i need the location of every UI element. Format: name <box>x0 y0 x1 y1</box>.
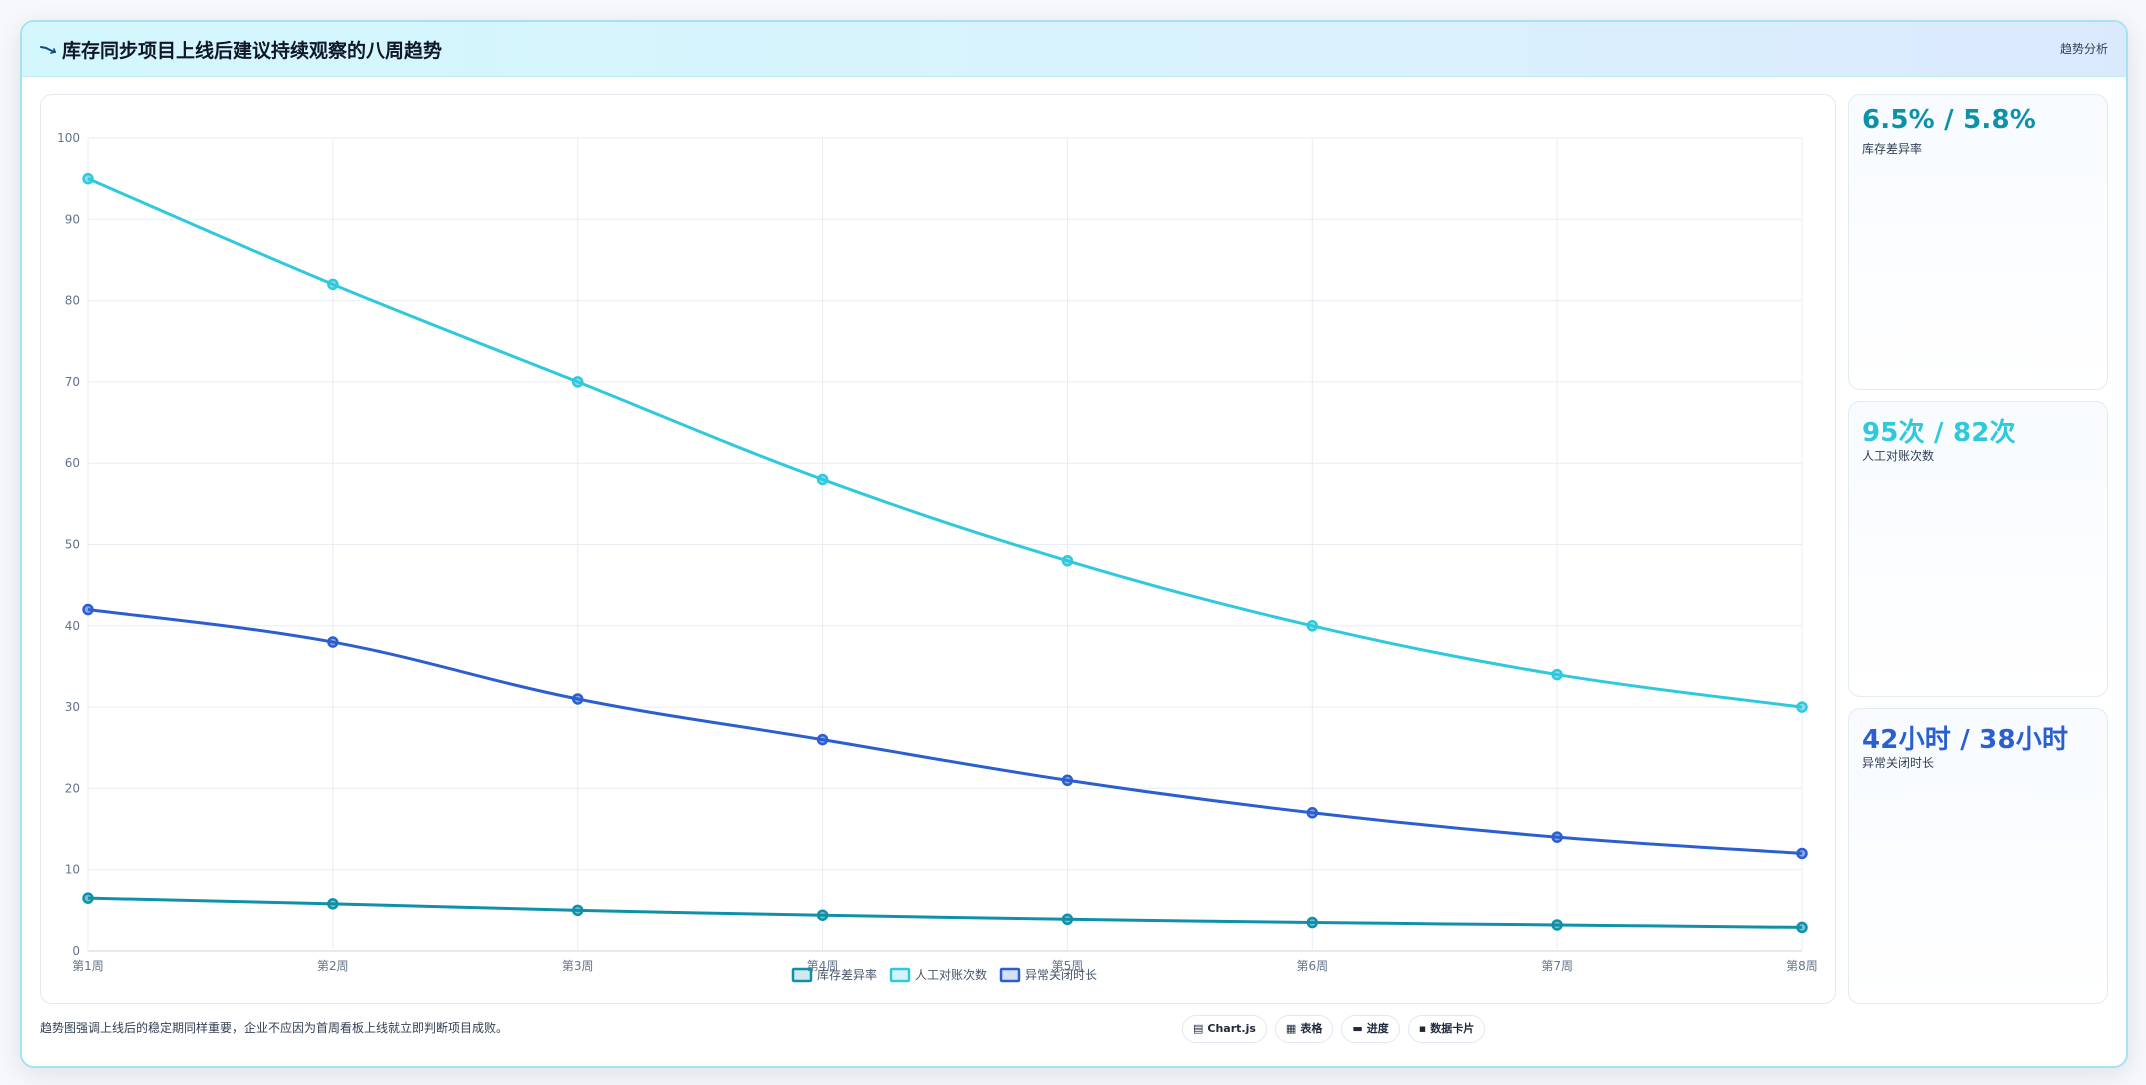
data-point[interactable] <box>327 898 339 910</box>
progress-icon: ▬ <box>1352 1022 1363 1035</box>
data-point[interactable] <box>1551 668 1563 681</box>
pill-data-cards[interactable]: ▪ 数据卡片 <box>1407 1015 1486 1043</box>
dashboard-frame: 库存同步项目上线后建议持续观察的八周趋势 趋势分析 0 10 20 30 40 50 60 7… <box>20 20 2128 1068</box>
data-point[interactable] <box>82 603 94 616</box>
kpi-label: 人工对账次数 <box>1862 449 1935 463</box>
y-tick-label: 100 <box>57 131 80 145</box>
x-tick-label: 第6周 <box>1296 959 1328 973</box>
chart-icon: ▤ <box>1193 1022 1204 1035</box>
series-line <box>87 177 1803 709</box>
legend-swatch <box>791 967 813 983</box>
pill-label: Chart.js <box>1207 1022 1256 1035</box>
pill-table[interactable]: ▦ 表格 <box>1274 1015 1334 1043</box>
data-point[interactable] <box>571 693 584 705</box>
y-tick-label: 90 <box>65 212 80 226</box>
legend-swatch <box>999 967 1021 983</box>
y-tick-label: 40 <box>65 619 80 633</box>
trend-icon <box>40 46 56 54</box>
pill-label: 表格 <box>1300 1022 1323 1035</box>
kpi-label: 异常关闭时长 <box>1862 756 1935 770</box>
data-point[interactable] <box>1061 913 1074 926</box>
data-point[interactable] <box>1796 701 1808 713</box>
y-tick-label: 0 <box>72 944 80 958</box>
data-point[interactable] <box>571 376 584 388</box>
data-point[interactable] <box>571 904 584 917</box>
line-chart: 0 10 20 30 40 50 60 70 80 90 100 第1周 第2周 第3周 第4周 第5周 第6周… <box>57 131 1818 983</box>
header: 库存同步项目上线后建议持续观察的八周趋势 趋势分析 <box>22 22 2126 77</box>
x-tick-label: 第1周 <box>72 959 104 973</box>
x-tick-label: 第4周 <box>807 959 839 973</box>
kpi-card-manual-recon: 95次 / 82次 人工对账次数 <box>1848 401 2108 697</box>
kpi-value: 95次 / 82次 <box>1862 418 2016 448</box>
y-tick-label: 20 <box>65 781 80 795</box>
legend-label[interactable]: 异常关闭时长 <box>1025 968 1097 982</box>
kpi-value: 6.5% / 5.8% <box>1862 105 2037 135</box>
pill-chartjs[interactable]: ▤ Chart.js <box>1182 1015 1267 1043</box>
series-line <box>87 896 1803 929</box>
pill-label: 数据卡片 <box>1430 1022 1475 1035</box>
pill-label: 进度 <box>1366 1022 1389 1035</box>
footnote: 趋势图强调上线后的稳定期同样重要，企业不应因为首周看板上线就立即判断项目成败。 <box>40 1021 509 1035</box>
data-point[interactable] <box>1306 916 1319 929</box>
legend-swatch <box>889 967 911 983</box>
page-title: 库存同步项目上线后建议持续观察的八周趋势 <box>62 40 443 62</box>
y-tick-label: 50 <box>65 538 80 552</box>
kpi-card-exception-close: 42小时 / 38小时 异常关闭时长 <box>1848 708 2108 1004</box>
data-point[interactable] <box>1306 620 1319 632</box>
y-tick-label: 10 <box>65 863 80 877</box>
data-point[interactable] <box>816 733 829 746</box>
data-point[interactable] <box>816 909 829 921</box>
data-point[interactable] <box>1061 774 1074 787</box>
series-line <box>87 608 1803 855</box>
data-point[interactable] <box>1306 807 1319 819</box>
y-tick-label: 60 <box>65 456 80 470</box>
data-point[interactable] <box>1796 921 1808 934</box>
x-tick-label: 第5周 <box>1052 959 1084 973</box>
data-point[interactable] <box>816 473 829 486</box>
legend-label[interactable]: 库存差异率 <box>817 967 877 982</box>
card-icon: ▪ <box>1418 1022 1427 1035</box>
kpi-card-inventory-diff: 6.5% / 5.8% 库存差异率 <box>1848 94 2108 390</box>
data-point[interactable] <box>82 172 94 185</box>
legend-label[interactable]: 人工对账次数 <box>915 967 987 982</box>
x-tick-label: 第8周 <box>1786 959 1818 973</box>
kpi-value: 42小时 / 38小时 <box>1862 725 2069 755</box>
x-tick-label: 第3周 <box>562 959 594 973</box>
x-tick-label: 第7周 <box>1541 959 1573 973</box>
data-point[interactable] <box>1551 831 1563 843</box>
view-switcher: ▤ Chart.js ▦ 表格 ▬ 进度 ▪ 数据卡片 <box>1182 1015 1486 1043</box>
kpi-label: 库存差异率 <box>1862 142 1923 156</box>
x-tick-label: 第2周 <box>317 959 349 973</box>
data-point[interactable] <box>82 892 94 904</box>
header-tag: 趋势分析 <box>2059 42 2108 56</box>
data-point[interactable] <box>1551 919 1563 931</box>
data-point[interactable] <box>1796 847 1808 860</box>
y-tick-label: 80 <box>65 294 80 308</box>
chart-card: 0 10 20 30 40 50 60 70 80 90 100 第1周 第2周 第3周 第4周 第5周 第6周… <box>40 94 1836 1004</box>
data-point[interactable] <box>327 636 339 648</box>
table-icon: ▦ <box>1285 1022 1297 1035</box>
data-point[interactable] <box>327 278 339 291</box>
y-tick-label: 70 <box>65 375 80 389</box>
pill-progress[interactable]: ▬ 进度 <box>1341 1015 1400 1043</box>
y-tick-label: 30 <box>65 700 80 714</box>
data-point[interactable] <box>1061 555 1074 567</box>
